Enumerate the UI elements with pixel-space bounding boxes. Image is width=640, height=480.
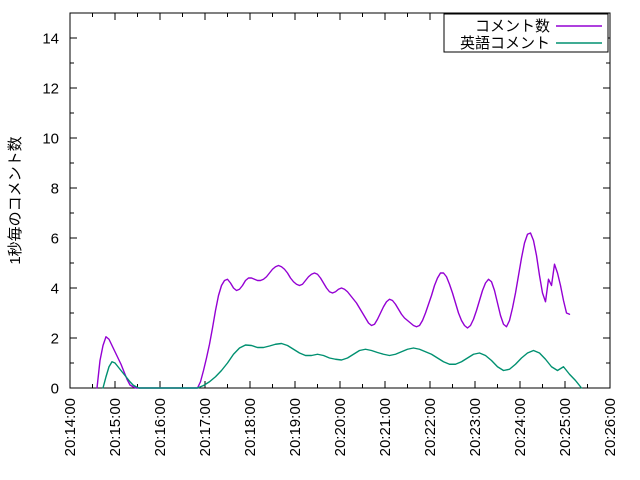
y-tick-label: 14: [42, 31, 59, 48]
x-tick-label: 20:25:00: [557, 398, 574, 456]
x-tick-label: 20:14:00: [62, 398, 79, 456]
x-tick-label: 20:15:00: [107, 398, 124, 456]
x-tick-label: 20:23:00: [467, 398, 484, 456]
x-tick-label: 20:22:00: [422, 398, 439, 456]
legend-label-1: コメント数: [475, 18, 550, 35]
y-tick-label: 6: [51, 231, 59, 248]
x-tick-label: 20:24:00: [512, 398, 529, 456]
legend-box: [443, 13, 609, 53]
x-tick-label: 20:16:00: [152, 398, 169, 456]
x-tick-label: 20:20:00: [332, 398, 349, 456]
x-axis: 20:14:00 20:15:00 20:16:00 20:17:00 20:18:00…: [62, 13, 619, 456]
y-axis-title: 1秒毎のコメント数: [7, 136, 24, 264]
legend-label-2: 英語コメント: [460, 34, 550, 52]
series-line-2: [102, 342, 583, 389]
y-tick-label: 0: [51, 381, 59, 398]
x-tick-label: 20:18:00: [242, 398, 259, 456]
y-tick-label: 12: [42, 81, 59, 98]
y-tick-label: 8: [51, 181, 59, 198]
x-tick-label: 20:19:00: [287, 398, 304, 456]
x-tick-label: 20:26:00: [602, 398, 619, 456]
plot-frame: [69, 12, 611, 389]
y-axis: 0 2 4 6 8 10 12 14: [42, 12, 610, 398]
x-tick-label: 20:17:00: [197, 398, 214, 456]
y-tick-label: 4: [51, 281, 59, 298]
series-line-1: [96, 232, 571, 389]
y-tick-label: 2: [51, 331, 59, 348]
y-tick-label: 10: [42, 131, 59, 148]
x-tick-label: 20:21:00: [377, 398, 394, 456]
